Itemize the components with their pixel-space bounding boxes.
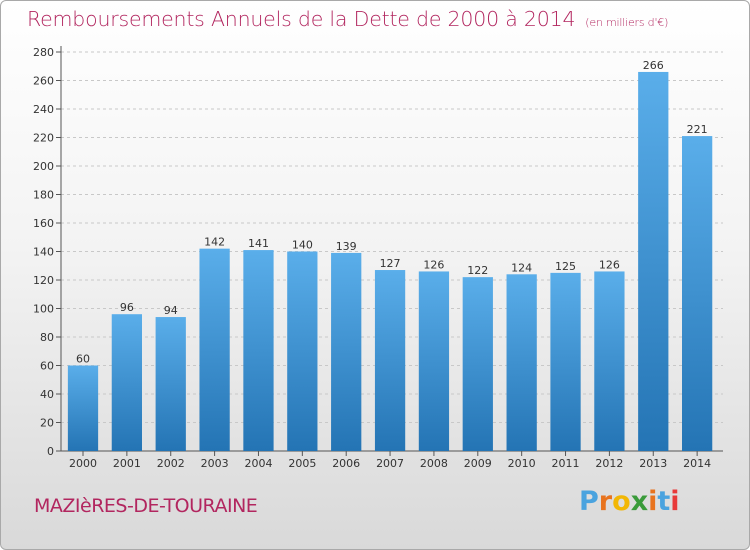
logo-letter: P xyxy=(579,486,599,517)
data-labels: 60 96 94 142 141 140 139 127 126 122 124 125 126 266 2… xyxy=(76,59,708,366)
x-tick-label: 2012 xyxy=(595,457,623,470)
logo-letter: o xyxy=(612,486,631,517)
y-tick-label: 60 xyxy=(40,360,54,373)
x-tick-label: 2011 xyxy=(552,457,580,470)
y-tick-label: 240 xyxy=(33,103,54,116)
y-tick-label: 40 xyxy=(40,388,54,401)
x-tick-label: 2000 xyxy=(69,457,97,470)
data-label: 126 xyxy=(423,258,444,271)
x-tick-label: 2002 xyxy=(157,457,185,470)
x-tick-label: 2009 xyxy=(464,457,492,470)
x-tick-label: 2013 xyxy=(639,457,667,470)
logo-letter: r xyxy=(598,486,613,517)
data-label: 126 xyxy=(599,258,620,271)
bar-2007 xyxy=(374,270,406,451)
bar-2000 xyxy=(67,365,99,451)
logo-letter: t xyxy=(657,486,671,517)
data-label: 141 xyxy=(248,237,269,250)
data-label: 221 xyxy=(687,123,708,136)
bar-2012 xyxy=(594,271,625,451)
x-tick-label: 2007 xyxy=(376,457,404,470)
data-label: 94 xyxy=(164,304,178,317)
proxiti-logo[interactable]: Proxiti xyxy=(579,486,680,517)
bar-2011 xyxy=(550,272,581,451)
logo-letter: i xyxy=(670,486,680,517)
x-tick-label: 2006 xyxy=(332,457,360,470)
y-tick-label: 260 xyxy=(33,75,54,88)
data-label: 125 xyxy=(555,260,576,273)
bar-2006 xyxy=(331,252,362,451)
data-label: 124 xyxy=(511,261,532,274)
data-label: 142 xyxy=(204,236,225,249)
y-tick-label: 220 xyxy=(33,132,54,145)
y-tick-label: 140 xyxy=(33,246,54,259)
y-tick-label: 160 xyxy=(33,217,54,230)
data-label: 140 xyxy=(292,239,313,252)
y-tick-label: 280 xyxy=(33,46,54,59)
logo-letter: i xyxy=(648,486,658,517)
data-label: 139 xyxy=(336,240,357,253)
y-tick-label: 180 xyxy=(33,189,54,202)
x-tick-label: 2014 xyxy=(683,457,711,470)
y-tick-label: 200 xyxy=(33,160,54,173)
bar-2009 xyxy=(462,277,493,451)
chart-subtitle: (en milliers d'€) xyxy=(585,16,669,29)
bars xyxy=(67,71,713,451)
bar-2010 xyxy=(506,274,537,451)
axes: 0 20 40 60 80 100 120 140 160 180 200 220 240 260 280 2… xyxy=(33,46,723,470)
commune-name: MAZIèRES-DE-TOURAINE xyxy=(34,495,258,517)
x-tick-label: 2005 xyxy=(288,457,316,470)
bar-2013 xyxy=(638,71,669,451)
data-label: 266 xyxy=(643,59,664,72)
y-tick-label: 0 xyxy=(47,445,54,458)
chart-title-text: Remboursements Annuels de la Dette de 20… xyxy=(27,7,576,31)
bar-2014 xyxy=(681,136,713,451)
x-tick-label: 2008 xyxy=(420,457,448,470)
y-tick-label: 80 xyxy=(40,331,54,344)
bar-2005 xyxy=(287,251,318,451)
x-tick-label: 2004 xyxy=(244,457,272,470)
chart-title: Remboursements Annuels de la Dette de 20… xyxy=(27,7,668,31)
x-tick-label: 2001 xyxy=(113,457,141,470)
y-tick-label: 120 xyxy=(33,274,54,287)
bar-2003 xyxy=(199,248,230,451)
bar-2001 xyxy=(111,314,143,451)
bar-2002 xyxy=(155,317,186,451)
y-tick-label: 100 xyxy=(33,303,54,316)
y-tick-label: 20 xyxy=(40,417,54,430)
data-label: 60 xyxy=(76,353,90,366)
x-tick-label: 2010 xyxy=(508,457,536,470)
x-tick-label: 2003 xyxy=(201,457,229,470)
data-label: 127 xyxy=(380,257,401,270)
data-label: 122 xyxy=(467,264,488,277)
logo-letter: x xyxy=(630,486,649,517)
data-label: 96 xyxy=(120,301,134,314)
bar-2008 xyxy=(418,271,450,451)
bar-2004 xyxy=(243,250,274,451)
